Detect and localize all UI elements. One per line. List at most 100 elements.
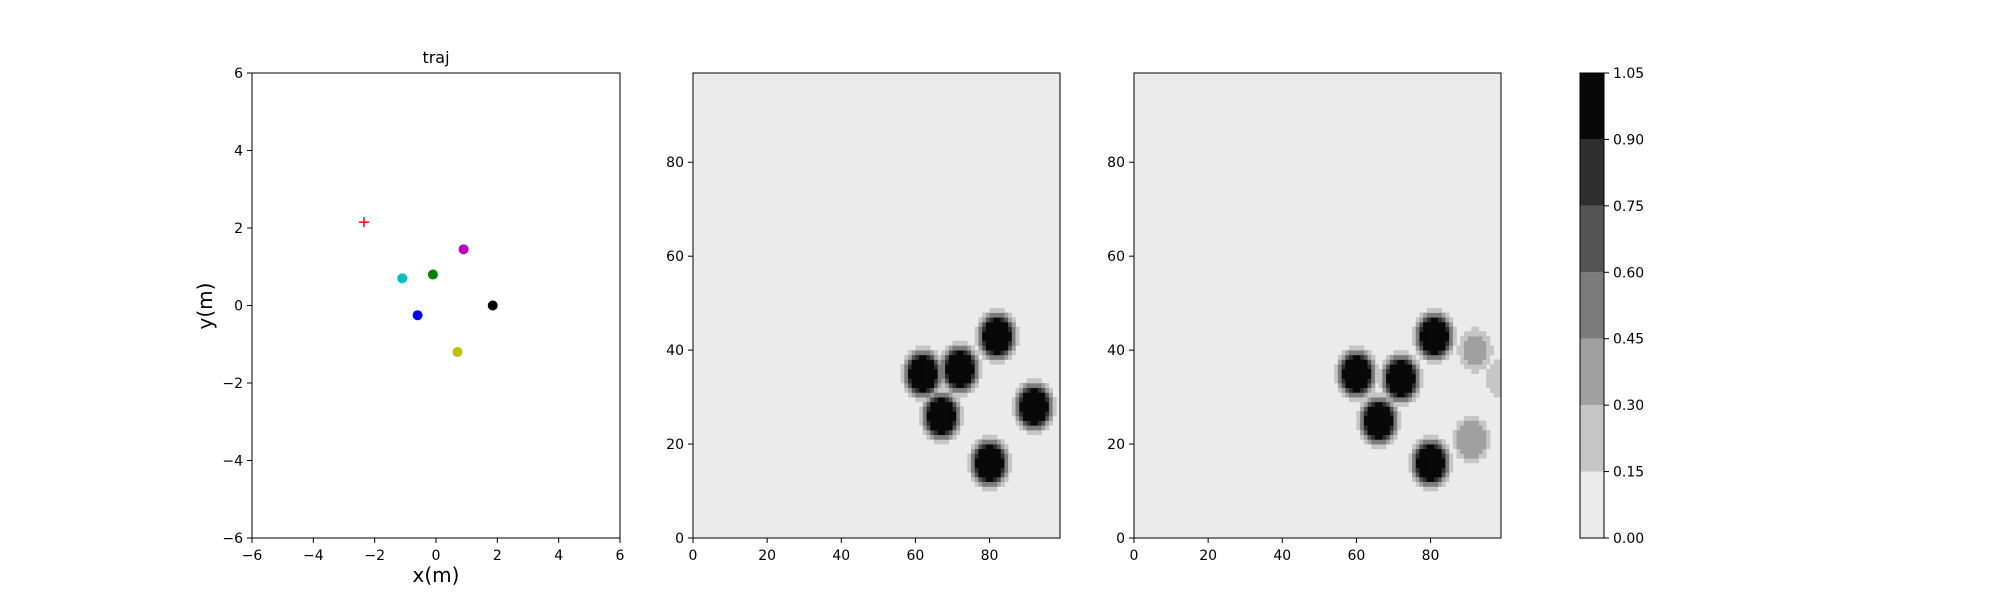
heatmap-2-cell xyxy=(1460,434,1465,440)
heatmap-1-cell xyxy=(1045,415,1050,421)
heatmap-1-cell xyxy=(1000,354,1005,360)
heatmap-1-cell xyxy=(948,401,953,407)
heatmap-1-cell xyxy=(974,364,979,370)
heatmap-2-cell xyxy=(1449,326,1454,332)
heatmap-2-cell xyxy=(1415,350,1420,356)
heatmap-2-cell xyxy=(1371,383,1376,389)
heatmap-2-cell xyxy=(1393,383,1398,389)
heatmap-1-cell xyxy=(989,439,994,445)
heatmap-1-cell xyxy=(989,331,994,337)
heatmap-2-cell xyxy=(1445,462,1450,468)
heatmap-1-cell xyxy=(941,383,946,389)
heatmap-2-cell xyxy=(1415,439,1420,445)
heatmap-1-cell xyxy=(982,340,987,346)
heatmap-2-cell xyxy=(1363,420,1368,426)
heatmap-2-cell xyxy=(1478,444,1483,450)
heatmap-1-cell xyxy=(1004,444,1009,450)
heatmap-2-cell xyxy=(1356,373,1361,379)
heatmap-2-cell xyxy=(1463,359,1468,365)
heatmap-2-cell xyxy=(1445,354,1450,360)
heatmap-1-cell xyxy=(922,387,927,393)
heatmap-1-cell xyxy=(989,350,994,356)
heatmap-2-cell xyxy=(1434,345,1439,351)
heatmap-1-cell xyxy=(926,406,931,412)
heatmap-2-cell xyxy=(1497,368,1502,374)
heatmap-1-cell xyxy=(1037,383,1042,389)
heatmap-2-cell xyxy=(1423,326,1428,332)
heatmap-2-cell xyxy=(1478,336,1483,342)
heatmap-2-cell xyxy=(1412,354,1417,360)
heatmap-2-cell xyxy=(1426,439,1431,445)
heatmap-2-cell xyxy=(1419,476,1424,482)
heatmap-2-cell xyxy=(1437,307,1443,313)
heatmap-2-cell xyxy=(1419,444,1424,450)
heatmap-2-cell xyxy=(1378,425,1383,431)
heatmap-2-cell xyxy=(1345,383,1350,389)
heatmap-1-cell xyxy=(919,368,924,374)
heatmap-2-cell xyxy=(1482,434,1487,440)
heatmap-1-cell xyxy=(1045,387,1050,393)
heatmap-1-cell xyxy=(1015,331,1020,337)
heatmap-1-cell xyxy=(933,368,939,374)
heatmap-1-cell xyxy=(978,331,983,337)
heatmap-1-cell xyxy=(985,336,990,342)
heatmap-2-cell xyxy=(1437,467,1443,473)
heatmap-1-cell xyxy=(915,368,920,374)
heatmap-1-cell xyxy=(1008,354,1013,360)
heatmap-1-cell xyxy=(989,486,994,492)
heatmap-2-cell xyxy=(1475,331,1480,337)
colorbar-band xyxy=(1580,338,1604,406)
heatmap-2-cell xyxy=(1393,401,1398,407)
heatmap-2-cell xyxy=(1441,458,1446,464)
heatmap-2-cell xyxy=(1467,354,1472,360)
heatmap-1-cell xyxy=(996,467,1002,473)
heatmap-1-cell xyxy=(1008,462,1013,468)
colorbar-band xyxy=(1580,272,1604,339)
heatmap-2-cell xyxy=(1374,401,1380,407)
heatmap-1-cell xyxy=(911,378,916,384)
heatmap-1-cell xyxy=(941,411,946,417)
heatmap-2-cell xyxy=(1400,392,1405,398)
heatmap-1-cell xyxy=(930,364,935,370)
trajectory-x-tick-label: 6 xyxy=(616,548,625,564)
heatmap-1-cell xyxy=(978,317,983,323)
heatmap-2-cell xyxy=(1363,397,1368,403)
heatmap-1-cell xyxy=(1022,387,1027,393)
heatmap-1-cell xyxy=(974,458,979,464)
heatmap-2-cell xyxy=(1445,453,1450,459)
heatmap-2-cell xyxy=(1445,472,1450,478)
heatmap-1-cell xyxy=(930,434,935,440)
heatmap-2-cell xyxy=(1397,359,1402,365)
heatmap-1-cell xyxy=(933,364,939,370)
heatmap-1-cell xyxy=(982,350,987,356)
heatmap-2-cell xyxy=(1426,312,1431,318)
heatmap-1-cell xyxy=(952,340,957,346)
heatmap-2-cell xyxy=(1352,383,1357,389)
heatmap-2-cell xyxy=(1386,383,1391,389)
heatmap-1-cell xyxy=(1019,387,1024,393)
heatmap-2-cell xyxy=(1423,354,1428,360)
trajectory-y-tick-label: −2 xyxy=(222,376,243,392)
heatmap-2-cell xyxy=(1352,364,1357,370)
heatmap-1-cell xyxy=(930,387,935,393)
heatmap-2-cell xyxy=(1463,354,1468,360)
heatmap-2-cell xyxy=(1363,368,1368,374)
heatmap-1-cell xyxy=(1041,392,1046,398)
heatmap-1-cell xyxy=(945,411,950,417)
heatmap-2-cell xyxy=(1389,434,1394,440)
heatmap-2-cell xyxy=(1449,345,1454,351)
heatmap-1-cell xyxy=(945,387,950,393)
heatmap-2-x-tick-label: 60 xyxy=(1348,548,1366,564)
heatmap-2-cell xyxy=(1382,383,1387,389)
heatmap-1-cell xyxy=(956,411,961,417)
heatmap-1-cell xyxy=(978,368,983,374)
heatmap-2-cell xyxy=(1475,434,1480,440)
heatmap-1-cell xyxy=(1019,411,1024,417)
heatmap-1-cell xyxy=(945,434,950,440)
heatmap-1-cell xyxy=(1015,406,1020,412)
heatmap-1-cell xyxy=(911,354,916,360)
heatmap-2-cell xyxy=(1467,458,1472,464)
heatmap-1-cell xyxy=(1048,420,1053,426)
heatmap-2-cell xyxy=(1400,387,1405,393)
heatmap-1-cell xyxy=(1008,326,1013,332)
